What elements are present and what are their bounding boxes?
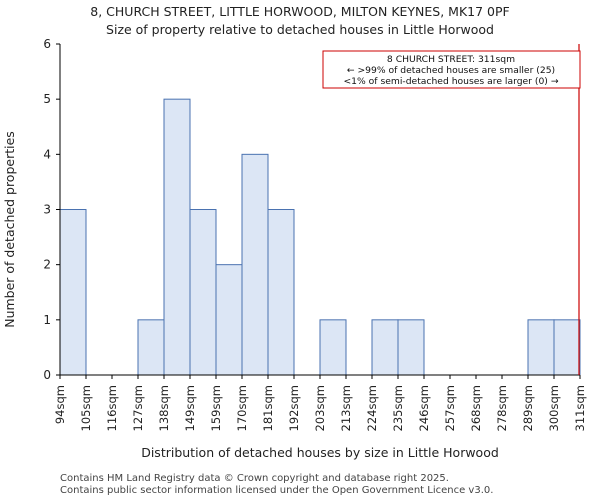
x-tick-label: 300sqm [547, 385, 561, 431]
bar-138sqm [163, 98, 191, 376]
bar-224sqm [371, 319, 399, 376]
bar-170sqm [241, 153, 269, 376]
annotation-line-1: 8 CHURCH STREET: 311sqm [387, 54, 515, 65]
x-tick-label: 311sqm [573, 385, 587, 431]
bar-235sqm [397, 319, 425, 376]
footer-copyright: Contains HM Land Registry data © Crown c… [60, 473, 449, 484]
x-tick-label: 203sqm [313, 385, 327, 431]
y-tick-label: 4 [43, 147, 51, 161]
x-tick-label: 224sqm [365, 385, 379, 431]
x-tick-label: 116sqm [105, 385, 119, 431]
y-tick-label: 6 [43, 37, 51, 51]
bar-181sqm [267, 209, 295, 376]
x-tick-label: 246sqm [417, 385, 431, 431]
bar-203sqm [319, 319, 347, 376]
footer-licence: Contains public sector information licen… [60, 485, 494, 496]
x-axis-label: Distribution of detached houses by size … [141, 445, 499, 460]
x-tick-label: 235sqm [391, 385, 405, 431]
x-tick-label: 170sqm [235, 385, 249, 431]
bar-159sqm [215, 264, 243, 376]
x-tick-label: 138sqm [157, 385, 171, 431]
annotation-line-3: <1% of semi-detached houses are larger (… [343, 76, 558, 87]
y-tick-label: 3 [43, 203, 51, 217]
x-tick-label: 105sqm [79, 385, 93, 431]
x-tick-label: 94sqm [53, 385, 67, 424]
x-tick-label: 181sqm [261, 385, 275, 431]
y-tick-label: 2 [43, 258, 51, 272]
x-tick-label: 268sqm [469, 385, 483, 431]
y-axis-label: Number of detached properties [2, 131, 17, 328]
y-tick-label: 0 [43, 368, 51, 382]
annotation-box: 8 CHURCH STREET: 311sqm ← >99% of detach… [322, 50, 581, 89]
x-tick-label: 278sqm [495, 385, 509, 431]
y-tick-label: 5 [43, 92, 51, 106]
chart-subtitle: Size of property relative to detached ho… [106, 22, 494, 37]
x-tick-label: 289sqm [521, 385, 535, 431]
x-tick-label: 149sqm [183, 385, 197, 431]
bar-149sqm [189, 209, 217, 376]
y-tick-label: 1 [43, 313, 51, 327]
x-tick-label: 159sqm [209, 385, 223, 431]
annotation-box-frame [322, 50, 581, 89]
bar-94sqm [59, 209, 87, 376]
bar-300sqm [553, 319, 581, 376]
x-tick-label: 213sqm [339, 385, 353, 431]
bar-127sqm [137, 319, 165, 376]
bar-289sqm [527, 319, 555, 376]
x-tick-label: 192sqm [287, 385, 301, 431]
annotation-line-2: ← >99% of detached houses are smaller (2… [347, 65, 555, 76]
chart-title-address: 8, CHURCH STREET, LITTLE HORWOOD, MILTON… [90, 4, 510, 19]
x-tick-label: 257sqm [443, 385, 457, 431]
x-tick-label: 127sqm [131, 385, 145, 431]
